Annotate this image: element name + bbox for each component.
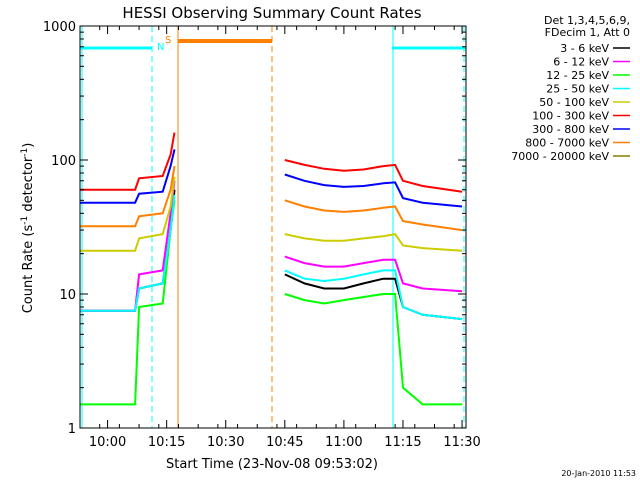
marker-label-n: N [157,42,164,53]
y-axis-label: Count Rate (s-1 detector-1) [20,143,36,314]
legend: Det 1,3,4,5,6,9,FDecim 1, Att 0 3 - 6 keV… [511,14,630,163]
y-tick-label-3: 1000 [43,20,76,35]
series-line-5 [80,132,463,193]
legend-label-1: 6 - 12 keV [553,56,609,69]
x-tick-label-3: 10:45 [266,435,303,450]
marker-label-s: S [165,35,171,46]
plot-area [80,26,466,428]
legend-label-8: 7000 - 20000 keV [511,150,609,163]
timestamp: 20-Jan-2010 11:53 [561,469,636,478]
plot-background [80,26,466,428]
series-line-7 [80,165,463,232]
x-tick-label-2: 10:30 [207,435,244,450]
x-tick-label-1: 10:15 [148,435,185,450]
y-label-exp-1: -1 [20,216,30,225]
svg-text:Count Rate (s-1 detector-1): Count Rate (s-1 detector-1) [20,143,36,314]
axes: 1 10 100 1000 10:00 10:15 10:30 10:45 11:00 11:15… [43,20,481,450]
legend-label-5: 100 - 300 keV [532,110,609,123]
series-line-4 [80,176,463,252]
series-line-3 [80,194,463,321]
x-axis-label: Start Time (23-Nov-08 09:53:02) [166,457,378,472]
legend-label-7: 800 - 7000 keV [525,137,609,150]
legend-label-0: 3 - 6 keV [560,42,609,55]
chart-title: HESSI Observing Summary Count Rates [122,4,421,22]
mode-overlays: NS [80,26,466,428]
legend-header-0: Det 1,3,4,5,6,9, [544,14,630,27]
x-tick-label-6: 11:30 [443,435,480,450]
plot-border [79,25,467,429]
x-tick-label-0: 10:00 [89,435,126,450]
y-tick-label-0: 1 [68,422,76,437]
series-layer [80,132,463,406]
y-label-prefix: Count Rate (s [21,225,36,314]
x-tick-label-5: 11:15 [384,435,421,450]
legend-label-3: 25 - 50 keV [546,83,609,96]
legend-label-4: 50 - 100 keV [539,96,609,109]
legend-header-1: FDecim 1, Att 0 [545,26,630,39]
y-label-exp-2: -1 [20,148,30,157]
y-tick-label-1: 10 [59,288,76,303]
legend-label-6: 300 - 800 keV [532,123,609,136]
y-label-suffix: ) [21,143,36,148]
legend-label-2: 12 - 25 keV [546,69,609,82]
y-tick-label-2: 100 [51,154,76,169]
series-line-6 [80,149,463,208]
y-label-mid: detector [21,156,36,216]
x-tick-label-4: 11:00 [325,435,362,450]
